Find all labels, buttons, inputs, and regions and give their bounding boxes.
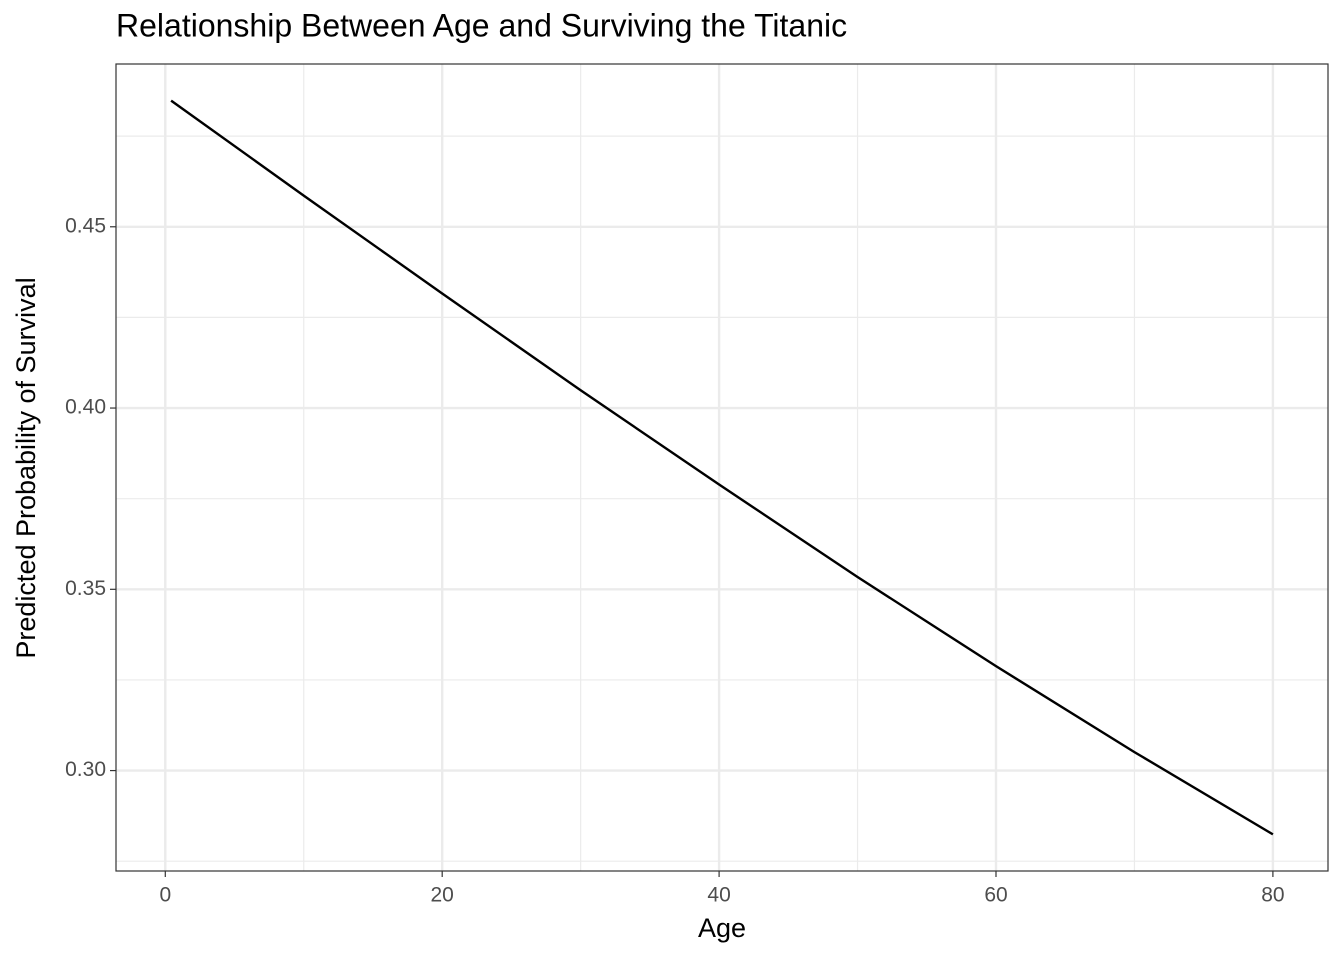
plot-border [115,63,1329,872]
y-tick-label: 0.40 [65,396,106,419]
y-axis-label: Predicted Probability of Survival [11,277,41,658]
x-tick-label: 20 [431,884,454,907]
y-tick-label: 0.30 [65,758,106,781]
chart-title: Relationship Between Age and Surviving t… [116,7,847,43]
x-tick-label: 60 [984,884,1007,907]
x-tick-label: 40 [707,884,730,907]
y-tick-label: 0.35 [65,577,106,600]
y-tick-label: 0.45 [65,214,106,237]
x-tick-label: 80 [1261,884,1284,907]
x-axis-label: Age [698,913,746,943]
line [170,99,1274,836]
x-tick-label: 0 [159,884,171,907]
